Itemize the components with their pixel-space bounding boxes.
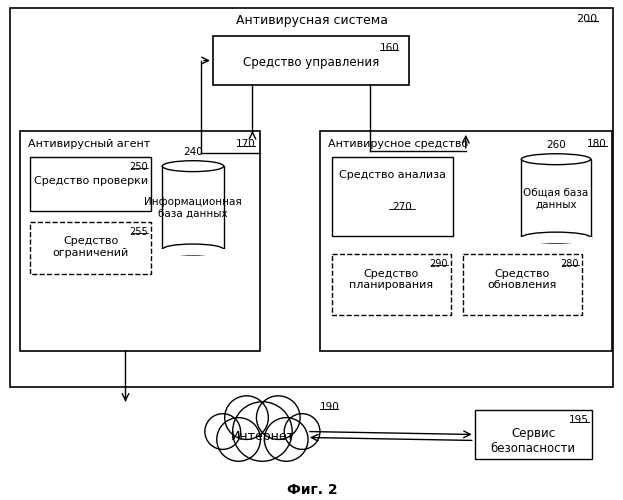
Bar <box>332 254 451 316</box>
Text: Информационная
база данных: Информационная база данных <box>144 197 242 218</box>
Bar <box>463 254 582 316</box>
Text: 270: 270 <box>392 202 412 212</box>
Circle shape <box>205 414 240 450</box>
Text: 180: 180 <box>587 139 607 149</box>
Text: Фиг. 2: Фиг. 2 <box>287 483 337 497</box>
Text: Антивирусный агент: Антивирусный агент <box>28 139 151 149</box>
Circle shape <box>225 396 269 440</box>
Text: 290: 290 <box>429 259 448 269</box>
Bar <box>332 156 453 236</box>
Circle shape <box>284 414 320 450</box>
Bar <box>31 222 151 274</box>
Bar <box>475 410 592 460</box>
Text: 280: 280 <box>560 259 579 269</box>
Text: Средство анализа: Средство анализа <box>339 170 446 179</box>
Text: 170: 170 <box>235 139 255 149</box>
Ellipse shape <box>162 244 224 255</box>
Circle shape <box>257 396 300 440</box>
Bar <box>21 131 260 351</box>
Bar <box>31 156 151 212</box>
Bar <box>161 248 225 255</box>
Text: Общая база
данных: Общая база данных <box>523 188 589 209</box>
Text: 250: 250 <box>130 162 148 172</box>
Bar <box>162 166 224 250</box>
Text: Антивирусная система: Антивирусная система <box>236 14 388 27</box>
Bar <box>213 36 409 86</box>
Text: Средство
ограничений: Средство ограничений <box>53 236 129 258</box>
Text: 200: 200 <box>576 14 597 24</box>
Text: 260: 260 <box>546 140 566 150</box>
Circle shape <box>264 418 308 462</box>
Text: Средство
обновления: Средство обновления <box>488 269 557 290</box>
Text: Антивирусное средство: Антивирусное средство <box>328 139 468 149</box>
Text: Средство управления: Средство управления <box>243 56 379 68</box>
Bar <box>520 236 592 243</box>
Text: 190: 190 <box>320 402 340 412</box>
Bar <box>11 8 612 387</box>
Text: 195: 195 <box>569 414 589 424</box>
Circle shape <box>232 402 292 462</box>
Ellipse shape <box>162 160 224 172</box>
Text: Сервис
безопасности: Сервис безопасности <box>491 426 576 454</box>
Bar <box>320 131 612 351</box>
Text: Интернет: Интернет <box>231 430 295 443</box>
Text: Средство проверки: Средство проверки <box>34 176 148 186</box>
Ellipse shape <box>521 232 591 243</box>
Text: 255: 255 <box>130 227 148 237</box>
Text: Средство
планирования: Средство планирования <box>350 269 434 290</box>
Text: 160: 160 <box>379 42 399 52</box>
Circle shape <box>217 418 260 462</box>
Bar <box>521 159 591 238</box>
Ellipse shape <box>521 154 591 164</box>
Text: 240: 240 <box>183 146 203 156</box>
